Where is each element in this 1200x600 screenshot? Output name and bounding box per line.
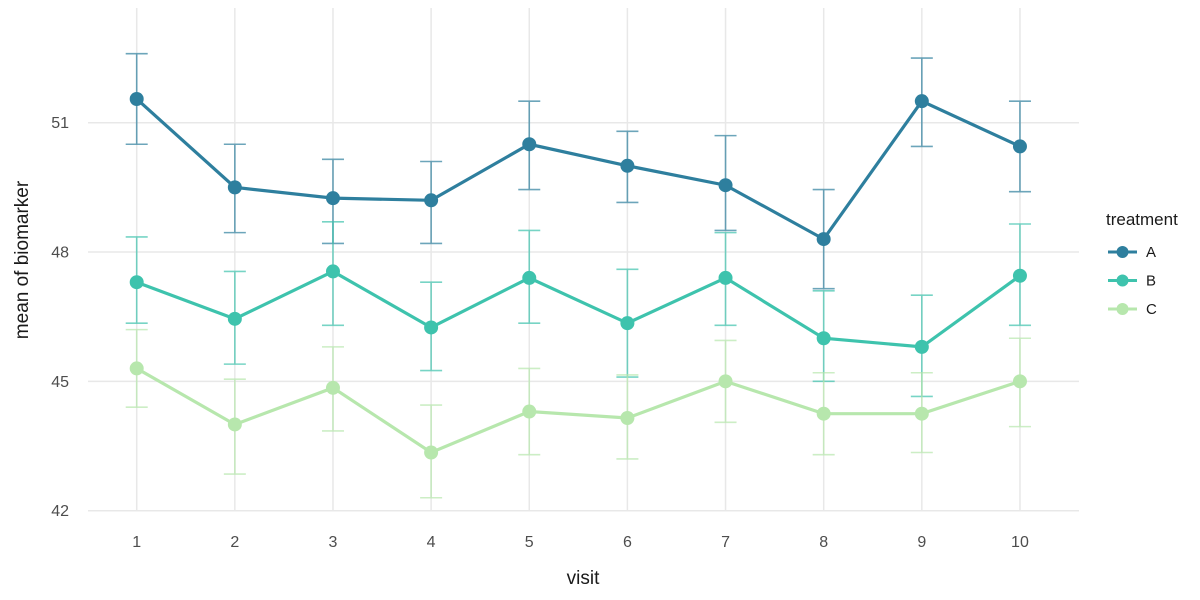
point-A-5 xyxy=(522,137,537,152)
point-A-4 xyxy=(424,193,439,208)
point-C-5 xyxy=(522,404,537,419)
point-C-3 xyxy=(325,380,340,395)
y-axis-title: mean of biomarker xyxy=(12,180,33,339)
point-A-7 xyxy=(718,178,733,193)
point-B-6 xyxy=(620,316,635,331)
y-tick-label-48: 48 xyxy=(51,245,69,262)
legend-key-point-C xyxy=(1116,303,1129,315)
point-B-2 xyxy=(227,311,242,326)
x-tick-label-6: 6 xyxy=(623,534,632,551)
legend-title: treatment xyxy=(1106,210,1178,229)
data-series xyxy=(125,52,1031,499)
y-tick-label-42: 42 xyxy=(51,503,69,520)
point-B-10 xyxy=(1012,268,1027,283)
y-tick-label-45: 45 xyxy=(51,374,69,391)
point-B-3 xyxy=(325,264,340,279)
legend-item-C: C xyxy=(1108,301,1157,318)
legend-label-B: B xyxy=(1146,273,1156,290)
legend-label-C: C xyxy=(1146,301,1157,318)
point-B-1 xyxy=(129,275,144,290)
line-A xyxy=(135,97,1021,242)
x-tick-label-10: 10 xyxy=(1011,534,1029,551)
point-A-8 xyxy=(816,232,831,247)
series-B xyxy=(125,221,1031,398)
x-tick-label-1: 1 xyxy=(132,534,141,551)
line-C xyxy=(135,367,1021,455)
point-C-10 xyxy=(1012,374,1027,389)
point-A-2 xyxy=(227,180,242,195)
point-A-1 xyxy=(129,91,144,106)
point-C-4 xyxy=(424,445,439,460)
line-B xyxy=(136,269,1021,349)
y-tick-label-51: 51 xyxy=(51,115,69,132)
point-A-10 xyxy=(1012,139,1027,154)
legend-key-point-B xyxy=(1116,274,1129,287)
point-A-6 xyxy=(620,158,635,173)
y-tick-labels: 42 45 48 51 xyxy=(51,115,69,520)
point-C-7 xyxy=(718,374,733,389)
series-C xyxy=(125,328,1031,499)
legend-label-A: A xyxy=(1146,244,1156,261)
legend-key-point-A xyxy=(1116,246,1129,258)
x-tick-label-9: 9 xyxy=(917,534,926,551)
legend-items: ABC xyxy=(1108,244,1157,318)
point-C-2 xyxy=(227,417,242,432)
gridlines xyxy=(88,8,1079,512)
point-C-1 xyxy=(129,361,144,376)
point-B-7 xyxy=(718,270,733,285)
point-B-8 xyxy=(816,331,831,346)
point-B-4 xyxy=(424,320,439,335)
x-tick-label-4: 4 xyxy=(427,534,436,551)
series-A xyxy=(125,52,1031,290)
legend-item-A: A xyxy=(1108,244,1156,261)
x-tick-label-7: 7 xyxy=(721,534,730,551)
point-A-9 xyxy=(914,94,929,109)
point-C-6 xyxy=(620,411,635,426)
error-bars-B xyxy=(125,221,1031,398)
point-C-8 xyxy=(816,406,831,421)
legend-item-B: B xyxy=(1108,273,1156,290)
x-tick-label-2: 2 xyxy=(230,534,239,551)
x-tick-label-3: 3 xyxy=(329,534,338,551)
point-A-3 xyxy=(325,191,340,206)
x-axis-title: visit xyxy=(567,568,600,589)
x-tick-labels: 1 2 3 4 5 6 7 8 9 10 xyxy=(132,534,1029,551)
error-bars-A xyxy=(125,52,1031,290)
x-tick-label-5: 5 xyxy=(525,534,534,551)
point-B-9 xyxy=(914,339,929,354)
x-tick-label-8: 8 xyxy=(819,534,828,551)
legend: treatment ABC xyxy=(1106,210,1178,318)
point-B-5 xyxy=(522,270,537,285)
point-C-9 xyxy=(914,406,929,421)
